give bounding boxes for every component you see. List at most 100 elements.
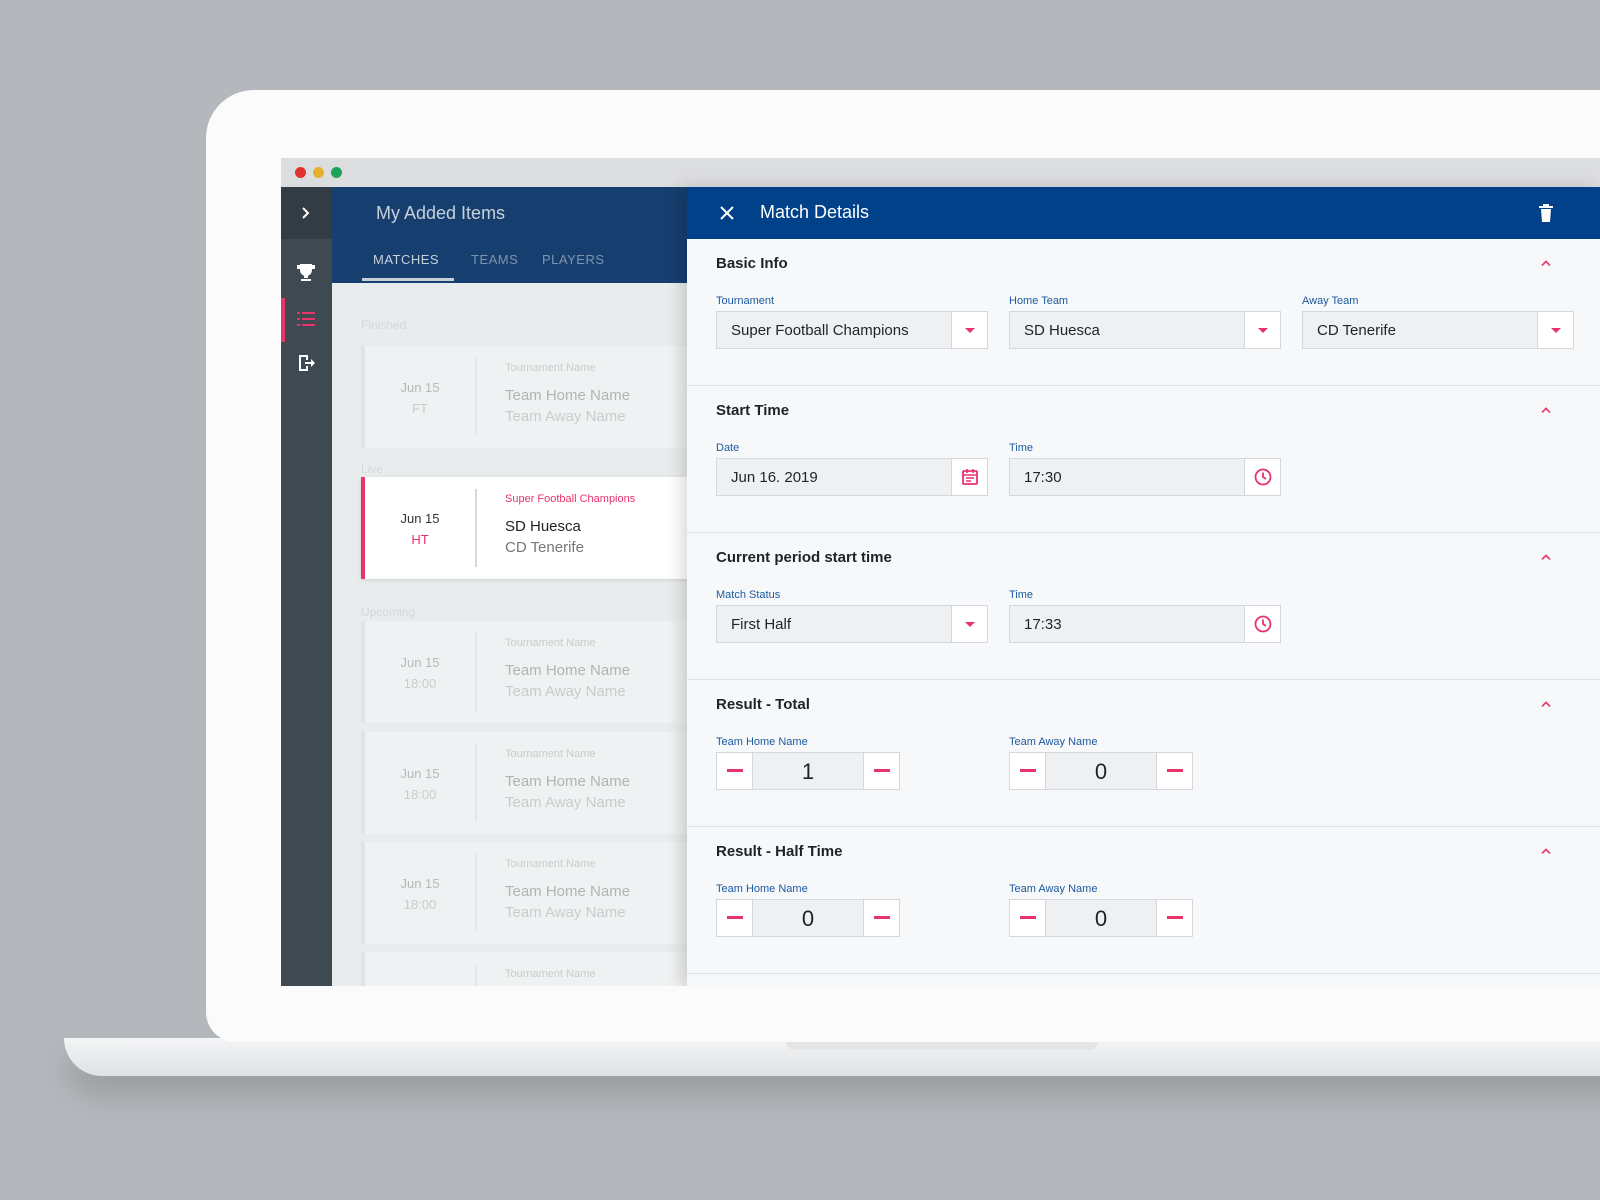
tab-underline xyxy=(362,278,454,281)
collapse-toggle-glyph xyxy=(1541,260,1551,266)
decrement-button[interactable] xyxy=(1010,900,1046,936)
sidebar xyxy=(281,187,332,986)
field-label: Away Team xyxy=(1302,295,1359,307)
score-value: 0 xyxy=(801,906,815,931)
field-icon xyxy=(960,320,980,340)
field-label: Date xyxy=(716,442,740,454)
minimize-dot[interactable] xyxy=(313,167,324,178)
decrement-button[interactable] xyxy=(717,900,753,936)
field-icon xyxy=(1253,614,1273,634)
match-card[interactable]: Jun 15 HT Super Football Champions SD Huesc… xyxy=(361,477,687,579)
input-field[interactable]: First Half xyxy=(716,605,988,643)
minus-glyph xyxy=(1167,769,1183,772)
window-titlebar xyxy=(281,158,1600,187)
tab[interactable]: PLAYERS xyxy=(542,252,605,267)
field-value: 17:33 xyxy=(1024,616,1062,633)
form-section: Result - Half Time Team Home Name 0 Team Aw… xyxy=(687,827,1600,974)
minus-glyph xyxy=(1167,916,1183,919)
form-section: Start Time Date Jun 16. 2019 Time 17:30 xyxy=(687,386,1600,533)
decrement-button[interactable] xyxy=(863,900,899,936)
field-value: Super Football Champions xyxy=(731,322,909,339)
field-label: Team Away Name xyxy=(1009,883,1098,895)
minus-glyph xyxy=(1020,916,1036,919)
collapse-toggle-glyph xyxy=(1541,554,1551,560)
field-button[interactable] xyxy=(951,606,987,642)
field-icon-glyph xyxy=(965,328,975,333)
decrement-button[interactable] xyxy=(863,753,899,789)
input-field[interactable]: SD Huesca xyxy=(1009,311,1281,349)
form-section: Result - Total Team Home Name 1 Team Away N… xyxy=(687,680,1600,827)
logout-icon[interactable] xyxy=(296,353,316,373)
maximize-dot[interactable] xyxy=(331,167,342,178)
collapse-toggle[interactable] xyxy=(1538,255,1554,271)
field-button[interactable] xyxy=(951,459,987,495)
input-field[interactable]: Super Football Champions xyxy=(716,311,988,349)
home-team: SD Huesca xyxy=(505,518,581,535)
expand-button[interactable] xyxy=(281,187,332,239)
decrement-button[interactable] xyxy=(1010,753,1046,789)
field-icon xyxy=(960,614,980,634)
collapse-toggle[interactable] xyxy=(1538,402,1554,418)
input-field[interactable]: 17:33 xyxy=(1009,605,1281,643)
details-panel: Match Details Basic Info Tournament Super … xyxy=(687,187,1600,986)
active-indicator xyxy=(281,298,285,342)
field-icon xyxy=(1546,320,1566,340)
field-icon-glyph xyxy=(962,469,978,485)
input-field[interactable]: CD Tenerife xyxy=(1302,311,1574,349)
field-label: Team Home Name xyxy=(716,736,808,748)
input-field[interactable]: Jun 16. 2019 xyxy=(716,458,988,496)
section-title: Start Time xyxy=(716,402,790,419)
field-value: 17:30 xyxy=(1024,469,1062,486)
input-field[interactable]: 17:30 xyxy=(1009,458,1281,496)
score-stepper: 0 xyxy=(1009,899,1193,937)
field-icon xyxy=(1253,320,1273,340)
decrement-button[interactable] xyxy=(1156,900,1192,936)
minus-glyph xyxy=(874,769,890,772)
minus-glyph xyxy=(727,769,743,772)
tournament-name: Super Football Champions xyxy=(505,493,636,505)
score-stepper: 0 xyxy=(1009,752,1193,790)
collapse-toggle[interactable] xyxy=(1538,843,1554,859)
close-dot[interactable] xyxy=(295,167,306,178)
trophy-icon[interactable] xyxy=(296,262,316,282)
field-icon-glyph xyxy=(1254,468,1272,486)
field-value: Jun 16. 2019 xyxy=(731,469,818,486)
list-icon[interactable] xyxy=(296,309,316,329)
field-label: Time xyxy=(1009,589,1034,601)
collapse-toggle-glyph xyxy=(1541,848,1551,854)
collapse-toggle[interactable] xyxy=(1538,549,1554,565)
decrement-button[interactable] xyxy=(717,753,753,789)
section-title: Basic Info xyxy=(716,255,788,272)
field-button[interactable] xyxy=(1244,606,1280,642)
field-value: First Half xyxy=(731,616,791,633)
field-icon-glyph xyxy=(1258,328,1268,333)
field-label: Team Away Name xyxy=(1009,736,1098,748)
close-button[interactable] xyxy=(719,205,735,221)
field-button[interactable] xyxy=(1244,459,1280,495)
away-team: CD Tenerife xyxy=(505,539,584,556)
score-value: 1 xyxy=(801,759,815,784)
delete-button[interactable] xyxy=(1538,203,1554,223)
details-title: Match Details xyxy=(760,202,870,222)
collapse-toggle[interactable] xyxy=(1538,696,1554,712)
collapse-toggle-glyph xyxy=(1541,701,1551,707)
score-stepper: 0 xyxy=(716,899,900,937)
field-button[interactable] xyxy=(1537,312,1573,348)
decrement-button[interactable] xyxy=(1156,753,1192,789)
field-button[interactable] xyxy=(951,312,987,348)
score-value: 0 xyxy=(1094,906,1108,931)
section-title: Result - Total xyxy=(716,696,810,713)
field-label: Home Team xyxy=(1009,295,1069,307)
field-value: CD Tenerife xyxy=(1317,322,1396,339)
minus-glyph xyxy=(874,916,890,919)
minus-glyph xyxy=(1020,769,1036,772)
card-divider xyxy=(475,489,477,567)
tab[interactable]: MATCHES xyxy=(373,252,440,267)
form-section: Basic Info Tournament Super Football Champ… xyxy=(687,239,1600,386)
form-section: Current period start time Match Status Fir… xyxy=(687,533,1600,680)
collapse-toggle-glyph xyxy=(1541,407,1551,413)
section-title: Current period start time xyxy=(716,549,892,566)
field-button[interactable] xyxy=(1244,312,1280,348)
tab[interactable]: TEAMS xyxy=(471,252,519,267)
